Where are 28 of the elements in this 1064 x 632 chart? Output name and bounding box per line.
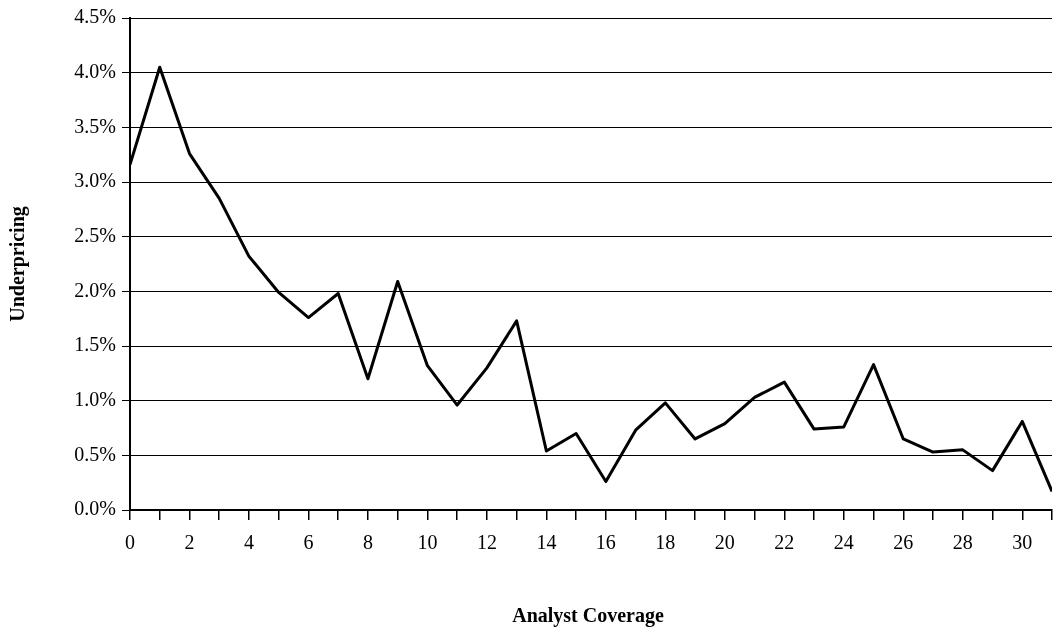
y-tick-label: 4.0% [74, 59, 116, 82]
x-tick-label: 28 [952, 531, 973, 554]
x-tick-label: 0 [125, 531, 135, 554]
x-axis-title: Analyst Coverage [512, 604, 664, 627]
x-tick-label: 12 [476, 531, 497, 554]
x-tick-label: 6 [303, 531, 314, 554]
y-tick-label: 2.5% [74, 223, 116, 246]
y-tick-label: 3.5% [74, 114, 116, 137]
x-tick-label: 20 [714, 531, 735, 554]
x-tick-label: 8 [362, 531, 373, 554]
y-tick-label: 3.0% [74, 169, 116, 192]
y-tick-label: 1.5% [74, 333, 116, 356]
y-tick-label: 0.5% [74, 442, 116, 465]
x-tick-label: 22 [774, 531, 795, 554]
x-tick-label: 18 [655, 531, 676, 554]
x-tick-label: 4 [243, 531, 254, 554]
y-axis-title: Underpricing [6, 206, 29, 322]
y-tick-label: 2.0% [74, 278, 116, 301]
x-tick-label: 30 [1012, 531, 1033, 554]
x-tick-label: 26 [893, 531, 914, 554]
y-tick-label: 1.0% [74, 387, 116, 410]
x-tick-label: 16 [595, 531, 616, 554]
x-tick-label: 14 [536, 531, 557, 554]
x-tick-label: 2 [184, 531, 195, 554]
y-tick-label: 0.0% [74, 497, 116, 520]
x-tick-label: 10 [417, 531, 438, 554]
x-tick-label: 24 [833, 531, 854, 554]
y-tick-label: 4.5% [74, 5, 116, 28]
